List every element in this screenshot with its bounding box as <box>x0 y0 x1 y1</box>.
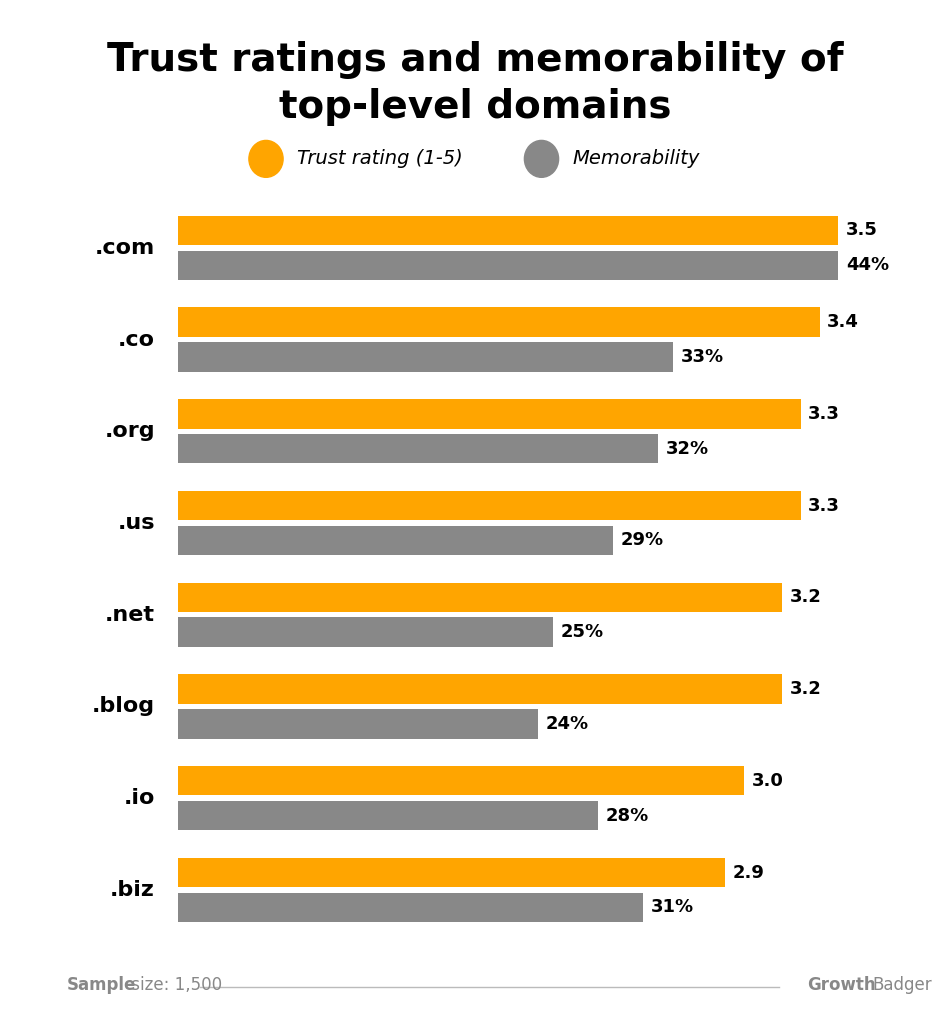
Text: 25%: 25% <box>560 623 604 642</box>
Text: size: 1,500: size: 1,500 <box>126 976 222 994</box>
Bar <box>178 434 658 463</box>
Text: 3.4: 3.4 <box>827 313 859 331</box>
Bar <box>178 766 744 795</box>
Text: 3.0: 3.0 <box>751 772 784 790</box>
Text: 3.3: 3.3 <box>808 496 840 515</box>
Text: 24%: 24% <box>545 714 589 733</box>
Text: 29%: 29% <box>620 531 664 549</box>
Text: .com: .com <box>95 238 155 258</box>
Bar <box>178 491 801 521</box>
Bar <box>178 858 725 888</box>
Text: Memorability: Memorability <box>573 150 700 168</box>
Text: .net: .net <box>105 605 155 625</box>
Text: 44%: 44% <box>846 256 889 275</box>
Bar <box>178 709 538 739</box>
Text: 3.2: 3.2 <box>789 680 821 698</box>
Text: .biz: .biz <box>110 879 155 900</box>
Bar <box>178 342 674 372</box>
Text: .co: .co <box>118 329 155 350</box>
Text: .us: .us <box>118 512 155 533</box>
Text: Sample: Sample <box>66 976 136 994</box>
Text: .io: .io <box>124 788 155 809</box>
Text: .blog: .blog <box>92 696 155 716</box>
Bar <box>178 801 598 830</box>
Bar <box>178 250 839 280</box>
Text: 33%: 33% <box>681 347 724 366</box>
Text: .org: .org <box>104 421 155 442</box>
Bar <box>178 582 782 612</box>
Bar <box>178 674 782 704</box>
Text: 2.9: 2.9 <box>732 863 765 882</box>
Text: Growth: Growth <box>808 976 876 994</box>
Bar <box>178 617 553 647</box>
Bar <box>178 526 613 556</box>
Text: Trust ratings and memorability of
top-level domains: Trust ratings and memorability of top-le… <box>106 41 844 126</box>
Bar <box>178 215 839 245</box>
Text: Trust rating (1-5): Trust rating (1-5) <box>297 150 463 168</box>
Bar <box>178 308 820 337</box>
Bar <box>178 399 801 428</box>
Text: 3.3: 3.3 <box>808 405 840 423</box>
Bar <box>178 893 643 922</box>
Text: 32%: 32% <box>666 440 709 458</box>
Text: 31%: 31% <box>651 898 693 916</box>
Text: 28%: 28% <box>606 807 649 825</box>
Text: 3.5: 3.5 <box>846 221 878 240</box>
Text: 3.2: 3.2 <box>789 588 821 607</box>
Text: Badger: Badger <box>872 976 932 994</box>
